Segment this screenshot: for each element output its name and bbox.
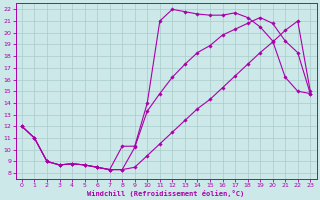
X-axis label: Windchill (Refroidissement éolien,°C): Windchill (Refroidissement éolien,°C) [87,190,245,197]
